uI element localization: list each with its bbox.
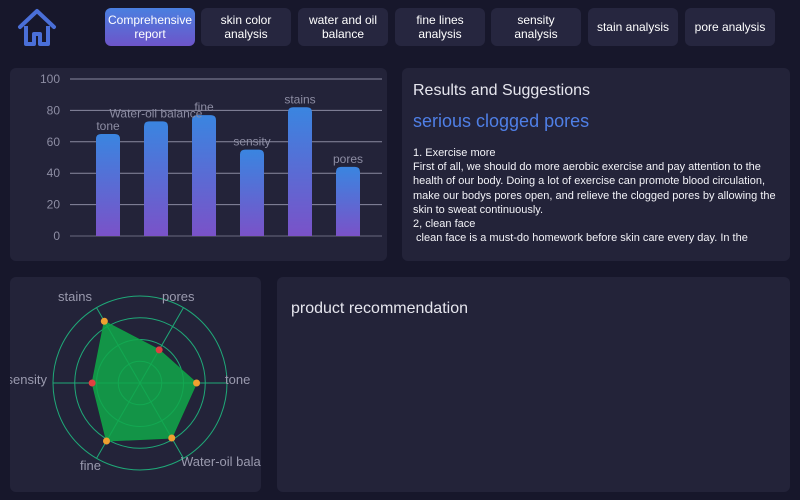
bar-category-label: tone: [96, 119, 120, 133]
bar-chart-panel: 0 20 40 60 80 100 tone Water-oil balance fine se…: [10, 68, 387, 261]
radar-axis-label: fine: [80, 458, 101, 473]
tab-sensity-analysis[interactable]: sensity analysis: [491, 8, 581, 46]
radar-point: [100, 317, 108, 325]
bar-pores: [336, 166, 360, 236]
y-tick-label: 40: [47, 166, 61, 180]
bar-water-oil-balance: [144, 121, 168, 236]
y-tick-label: 100: [40, 72, 60, 86]
radar-point: [193, 379, 201, 387]
home-button[interactable]: [16, 6, 58, 48]
y-tick-label: 60: [47, 135, 61, 149]
results-diagnosis: serious clogged pores: [413, 111, 590, 131]
bar-fine: [192, 115, 216, 236]
radar-point: [168, 434, 176, 442]
bar-tone: [96, 133, 120, 236]
y-tick-label: 80: [47, 103, 61, 117]
radar-point: [103, 437, 111, 445]
radar-point: [88, 379, 96, 387]
tab-fine-lines-analysis[interactable]: fine lines analysis: [395, 8, 485, 46]
results-panel: Results and Suggestions serious clogged …: [402, 68, 790, 261]
bar-sensity: [240, 149, 264, 236]
radar-axis-label: Water-oil balance: [181, 454, 261, 469]
bar-category-label: Water-oil balance: [110, 106, 203, 120]
tab-pore-analysis[interactable]: pore analysis: [685, 8, 775, 46]
radar-axis-label: pores: [162, 289, 195, 304]
product-title: product recommendation: [291, 300, 468, 317]
radar-axis-label: sensity: [10, 372, 47, 387]
results-line: clean face is a must-do homework before …: [413, 232, 748, 245]
y-tick-label: 0: [53, 229, 60, 243]
results-line: 1. Exercise more: [413, 147, 496, 159]
results-line: First of all, we should do more aerobic …: [413, 161, 776, 216]
bar-stains: [288, 107, 312, 236]
tab-comprehensive-report[interactable]: Comprehensive report: [105, 8, 195, 46]
bar-category-label: fine: [194, 100, 214, 114]
radar-chart: tone Water-oil balance fine sensity stains po…: [10, 289, 261, 473]
radar-point: [155, 346, 163, 354]
results-line: 2, clean face: [413, 218, 476, 231]
radar-area: [91, 320, 198, 442]
radar-chart-panel: tone Water-oil balance fine sensity stains po…: [10, 277, 261, 492]
radar-axis-label: stains: [58, 289, 92, 304]
results-body: 1. Exercise more First of all, we should…: [413, 146, 778, 245]
radar-axis-label: tone: [225, 372, 250, 387]
results-title: Results and Suggestions: [413, 82, 590, 99]
bar-category-label: pores: [333, 152, 363, 166]
product-panel: product recommendation: [277, 277, 790, 492]
bar-category-label: sensity: [233, 135, 270, 149]
bar-category-label: stains: [284, 92, 315, 106]
tab-water-oil-balance[interactable]: water and oil balance: [298, 8, 388, 46]
home-icon: [18, 9, 56, 46]
tab-skin-color-analysis[interactable]: skin color analysis: [201, 8, 291, 46]
tab-stain-analysis[interactable]: stain analysis: [588, 8, 678, 46]
y-tick-label: 20: [47, 198, 61, 212]
